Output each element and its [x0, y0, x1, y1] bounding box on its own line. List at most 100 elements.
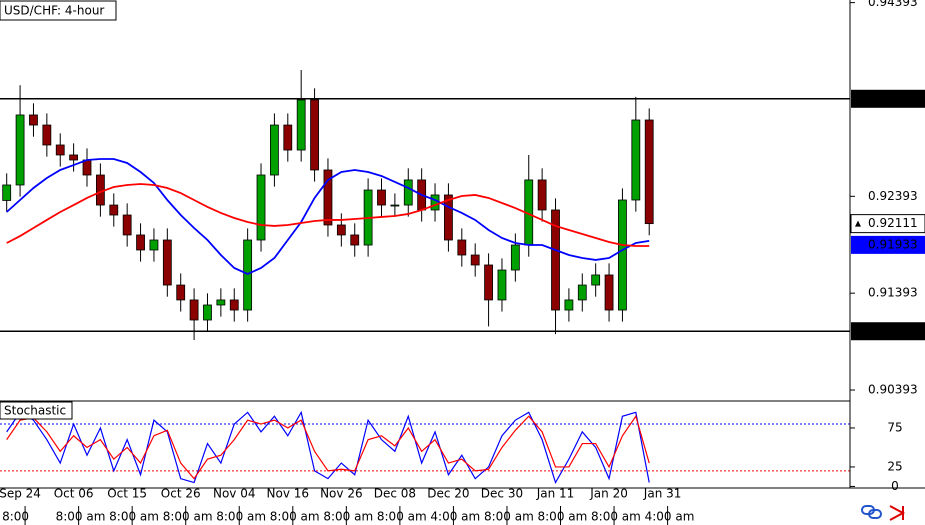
candle-body [457, 239, 467, 256]
candle-body [444, 194, 453, 241]
stochastic-line [6, 410, 650, 485]
chart-title: USD/CHF: 4-hour [4, 4, 104, 18]
x-tick-time: 8:00 am [591, 510, 641, 524]
x-tick-time: 8:00 am [484, 510, 534, 524]
candle-body [644, 119, 654, 225]
candle-body [631, 119, 641, 201]
candle-body [55, 144, 65, 156]
x-tick-time: 8:00 am [323, 510, 373, 524]
candle-body [256, 174, 266, 241]
candle-body [510, 244, 520, 271]
candle-body [390, 204, 400, 207]
candle-body [216, 299, 226, 306]
x-tick-label: Oct 06 [54, 487, 94, 501]
candle-body [377, 189, 386, 206]
candle-body [69, 154, 79, 161]
y-tick-label: 0.91393 [868, 286, 918, 300]
indicator-title-box [0, 401, 73, 420]
x-tick-label: Sep 24 [0, 487, 41, 501]
candle-body [577, 284, 587, 301]
x-tick-label: Jan 11 [536, 487, 575, 501]
level-label-box [851, 89, 925, 108]
candle-body [109, 204, 119, 216]
candle-body [29, 114, 38, 126]
candle-body [243, 239, 253, 311]
indicator-title: Stochastic [4, 404, 66, 418]
candle-body [551, 209, 560, 311]
price-marker [855, 220, 861, 227]
x-tick-time: 4:00 am [645, 510, 695, 524]
candle-body [604, 274, 614, 311]
candle-body [149, 239, 159, 251]
x-tick-label: Nov 04 [213, 487, 256, 501]
candle-body [15, 114, 25, 186]
x-tick-time: 8:00 am [216, 510, 266, 524]
title-box [0, 0, 117, 21]
x-tick-time: 8:00 am [163, 510, 213, 524]
candle-body [270, 124, 279, 176]
x-tick-label: Nov 16 [267, 487, 310, 501]
candle-body [618, 199, 627, 311]
level-label-box [851, 322, 925, 341]
x-tick-time: 8:00 am [377, 510, 427, 524]
candle-body [2, 184, 12, 201]
x-tick-time: 8:00 am [270, 510, 320, 524]
x-tick-label: Dec 20 [427, 487, 469, 501]
y-tick-label: 0.94393 [868, 0, 918, 9]
candle-body [497, 269, 507, 301]
candle-body [336, 224, 346, 236]
x-tick-label: Jan 20 [589, 487, 628, 501]
x-tick-label: Dec 30 [481, 487, 523, 501]
candle-body [122, 214, 132, 236]
candle-body [203, 304, 212, 321]
plot-area [0, 70, 850, 485]
candle-body [323, 169, 333, 226]
candle-body [229, 299, 239, 311]
candle-body [136, 234, 145, 251]
y-tick-label: 0.90393 [868, 383, 918, 397]
x-tick-time: 8:00 [2, 510, 29, 524]
y-tick-label: 75 [887, 420, 902, 434]
x-tick-time: 8:00 am [109, 510, 159, 524]
x-tick-label: Jan 31 [643, 487, 682, 501]
x-tick-label: Nov 26 [320, 487, 363, 501]
moving-average [6, 183, 650, 247]
candle-body [403, 179, 413, 206]
x-tick-label: Oct 15 [107, 487, 147, 501]
x-tick-label: Dec 08 [374, 487, 416, 501]
x-tick-label: Oct 26 [161, 487, 201, 501]
y-tick-label: 0 [891, 479, 899, 493]
x-tick-time: 8:00 am [538, 510, 588, 524]
candle-body [296, 99, 306, 151]
candle-body [564, 299, 574, 311]
x-tick-time: 8:00 am [56, 510, 106, 524]
link-ring[interactable] [868, 509, 882, 519]
candle-body [162, 239, 172, 286]
candle-body [470, 254, 480, 266]
candle-body [176, 284, 186, 301]
x-tick-time: 4:00 am [430, 510, 480, 524]
level-label: 0.93400 [868, 91, 918, 105]
candle-body [310, 99, 319, 171]
link-icon[interactable] [861, 505, 882, 519]
y-tick-label: 0.92393 [868, 189, 918, 203]
candle-body [82, 159, 92, 176]
candle-body [42, 124, 52, 146]
candle-body [537, 179, 547, 211]
candle-body [350, 234, 360, 246]
price-label-box [850, 214, 925, 234]
y-tick-label: 25 [887, 459, 902, 473]
moving-average [6, 158, 650, 275]
scroll-end-icon[interactable] [889, 505, 906, 521]
ma-label: 0.91933 [868, 237, 918, 251]
stochastic-line [6, 414, 650, 480]
candle-body [591, 274, 601, 286]
ma-label-box [851, 235, 925, 254]
level-label: 0.91000 [868, 324, 918, 338]
candle-body [484, 264, 493, 301]
price-label: 0.92111 [868, 216, 918, 230]
candle-body [283, 124, 293, 151]
candle-body [189, 299, 199, 321]
